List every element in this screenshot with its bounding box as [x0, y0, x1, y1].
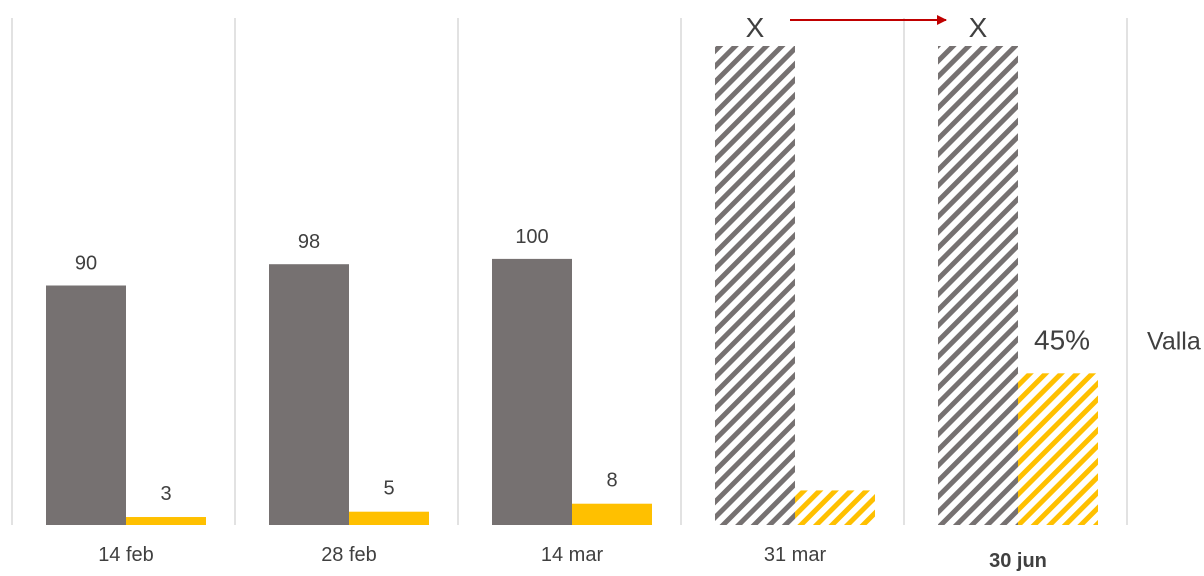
bar-gray [269, 264, 349, 525]
data-label-gray: X [969, 12, 988, 43]
bar-gray [938, 46, 1018, 525]
data-label-gray: 98 [298, 231, 320, 253]
category-label: 14 feb [98, 544, 154, 566]
data-label-yellow: 3 [160, 483, 171, 505]
bar-yellow [1018, 373, 1098, 525]
bar-yellow [572, 503, 652, 525]
bar-gray [492, 258, 572, 525]
data-label-yellow: 8 [606, 470, 617, 492]
data-label-gray: 100 [515, 226, 548, 248]
data-label-gray: 90 [75, 253, 97, 275]
category-label: 31 mar [764, 544, 827, 566]
annotation-percent: 45% [1034, 324, 1090, 355]
category-label: 28 feb [321, 544, 377, 566]
bar-yellow [795, 490, 875, 525]
category-label: 14 mar [541, 544, 604, 566]
bar-gray [46, 285, 126, 525]
bar-yellow [126, 517, 206, 525]
bar-yellow [349, 511, 429, 525]
annotation-text: Valla [1147, 327, 1201, 355]
category-label: 30 jun [989, 550, 1047, 572]
bar-gray [715, 46, 795, 525]
data-label-yellow: 5 [383, 478, 394, 500]
data-label-gray: X [746, 12, 765, 43]
